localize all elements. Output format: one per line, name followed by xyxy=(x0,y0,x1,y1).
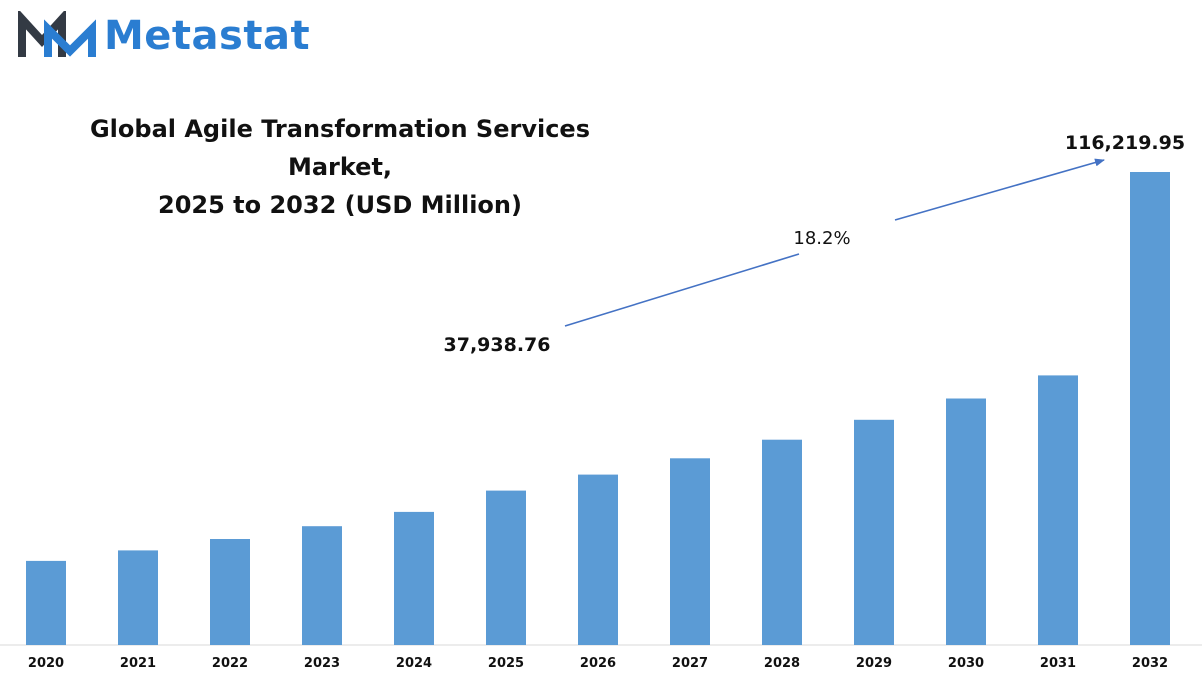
bar-2027 xyxy=(670,458,710,645)
x-tick-label-2021: 2021 xyxy=(120,656,156,671)
brand-logo: Metastat xyxy=(18,10,310,62)
x-tick-label-2030: 2030 xyxy=(948,656,984,671)
chart-title: Global Agile Transformation Services Mar… xyxy=(40,110,640,224)
x-tick-label-2032: 2032 xyxy=(1132,656,1168,671)
end-value-label: 116,219.95 xyxy=(1065,132,1185,154)
x-tick-label-2022: 2022 xyxy=(212,656,248,671)
x-tick-label-2028: 2028 xyxy=(764,656,800,671)
x-tick-label-2024: 2024 xyxy=(396,656,432,671)
x-tick-label-2031: 2031 xyxy=(1040,656,1076,671)
x-tick-label-2020: 2020 xyxy=(28,656,64,671)
x-tick-label-2027: 2027 xyxy=(672,656,708,671)
brand-name: Metastat xyxy=(104,13,311,59)
x-tick-labels: 2020 2021 2022 2023 2024 2025 2026 2027 2028 2029… xyxy=(28,656,1168,671)
cagr-arrow-segment-2 xyxy=(894,158,1105,221)
chart-title-line-2: 2025 to 2032 (USD Million) xyxy=(158,191,522,219)
start-value-label: 37,938.76 xyxy=(444,334,551,356)
bar-2025 xyxy=(486,490,526,645)
metastat-m-logo-icon xyxy=(18,11,96,57)
bar-2022 xyxy=(210,539,250,645)
bar-2021 xyxy=(118,550,158,645)
chart-title-line-1: Global Agile Transformation Services Mar… xyxy=(89,115,590,181)
bar-2028 xyxy=(762,439,802,645)
bar-2032 xyxy=(1130,172,1170,645)
bar-2023 xyxy=(302,526,342,645)
bar-series xyxy=(26,172,1170,645)
bar-2024 xyxy=(394,511,434,645)
bar-2020 xyxy=(26,560,66,645)
cagr-arrow-segment-1 xyxy=(564,253,800,327)
x-tick-label-2025: 2025 xyxy=(488,656,524,671)
bar-2030 xyxy=(946,398,986,645)
bar-2029 xyxy=(854,419,894,645)
bar-2026 xyxy=(578,474,618,645)
cagr-label: 18.2% xyxy=(793,228,850,249)
bar-2031 xyxy=(1038,375,1078,645)
chart-annotations: 37,938.76 116,219.95 18.2% xyxy=(444,132,1186,356)
x-tick-label-2029: 2029 xyxy=(856,656,892,671)
x-tick-label-2026: 2026 xyxy=(580,656,616,671)
x-tick-label-2023: 2023 xyxy=(304,656,340,671)
